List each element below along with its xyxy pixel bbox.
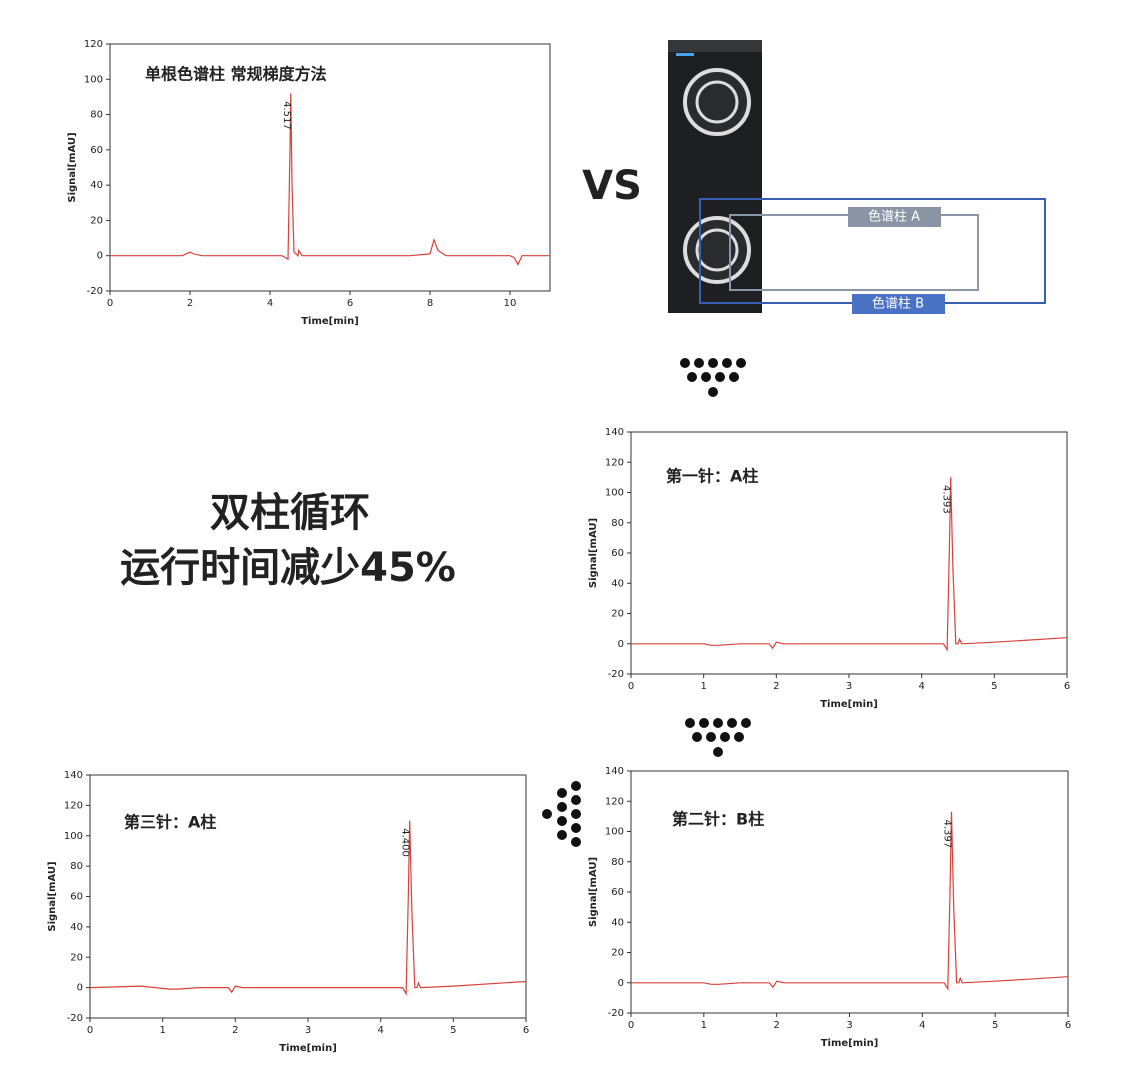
peak-label: 4.393 [941,485,952,514]
vs: VS [582,163,642,209]
y-tick-label: 60 [611,887,624,898]
x-tick-label: 4 [918,681,924,692]
y-tick-label: 20 [611,609,624,620]
instrument [668,40,762,313]
y-tick-label: 0 [618,978,624,989]
x-tick-label: 1 [701,1020,707,1031]
x-tick-label: 2 [187,298,193,309]
y-tick-label: 20 [70,952,83,963]
y-tick-label: 100 [64,831,83,842]
y-tick-label: 60 [90,145,103,156]
signal-line [631,811,1069,991]
y-tick-label: 60 [70,892,83,903]
y-tick-label: 0 [618,639,624,650]
y-tick-label: 60 [611,548,624,559]
y-tick-label: 40 [90,180,103,191]
y-tick-label: 100 [84,74,103,85]
peak-label: 4.400 [400,828,411,857]
x-tick-label: 2 [773,681,779,692]
y-tick-label: 0 [97,251,103,262]
headline: 双柱循环 [210,490,370,536]
x-tick-label: 6 [347,298,353,309]
y-tick-label: 40 [611,917,624,928]
x-tick-label: 2 [773,1020,779,1031]
y-tick-label: 20 [90,215,103,226]
y-tick-label: 120 [605,457,624,468]
y-tick-label: 100 [605,488,624,499]
y-axis-label: Signal[mAU] [588,857,599,927]
y-axis-label: Signal[mAU] [67,132,78,202]
x-axis-label: Time[min] [820,699,878,710]
y-tick-label: 80 [611,518,624,529]
headline: 运行时间减少45% [120,545,456,591]
signal-line [631,477,1068,652]
arrow [680,358,746,397]
x-tick-label: 0 [628,681,634,692]
x-tick-label: 5 [991,681,997,692]
y-tick-label: -20 [67,1013,83,1024]
chart-annotation: 单根色谱柱 常规梯度方法 [145,65,327,84]
y-tick-label: -20 [87,286,103,297]
x-tick-label: 5 [450,1025,456,1036]
column-label: 色谱柱 A [868,209,920,225]
y-tick-label: 120 [84,39,103,50]
x-tick-label: 6 [1065,1020,1071,1031]
column-label: 色谱柱 B [872,296,924,312]
arrow [685,718,751,757]
y-tick-label: 80 [90,110,103,121]
y-tick-label: 40 [611,578,624,589]
arrow [542,781,581,847]
y-tick-label: 80 [611,857,624,868]
x-axis-label: Time[min] [301,316,359,327]
label-box [852,294,945,314]
x-tick-label: 6 [1064,681,1070,692]
y-tick-label: 40 [70,922,83,933]
chart-annotation: 第二针：B柱 [672,810,764,829]
x-tick-label: 0 [107,298,113,309]
x-tick-label: 2 [232,1025,238,1036]
x-tick-label: 1 [159,1025,165,1036]
peak-label: 4.517 [281,101,292,130]
x-axis-label: Time[min] [821,1038,879,1049]
chart-annotation: 第三针：A柱 [124,813,216,832]
x-tick-label: 5 [992,1020,998,1031]
chart-annotation: 第一针：A柱 [666,467,758,486]
x-axis-label: Time[min] [279,1043,337,1054]
x-tick-label: 0 [87,1025,93,1036]
x-tick-label: 0 [628,1020,634,1031]
plot-frame [630,770,1069,1014]
x-tick-label: 4 [267,298,273,309]
plot-frame [109,43,551,292]
y-tick-label: 80 [70,861,83,872]
y-tick-label: 140 [605,427,624,438]
y-tick-label: 140 [605,766,624,777]
x-tick-label: 4 [919,1020,925,1031]
y-tick-label: -20 [608,669,624,680]
y-tick-label: 100 [605,827,624,838]
x-tick-label: 3 [846,681,852,692]
y-axis-label: Signal[mAU] [588,518,599,588]
peak-label: 4.397 [941,820,952,849]
y-tick-label: 120 [64,800,83,811]
y-tick-label: 0 [77,983,83,994]
x-tick-label: 8 [427,298,433,309]
x-tick-label: 1 [700,681,706,692]
x-tick-label: 10 [504,298,517,309]
x-tick-label: 4 [377,1025,383,1036]
y-tick-label: 20 [611,948,624,959]
x-tick-label: 3 [305,1025,311,1036]
y-tick-label: 140 [64,770,83,781]
plot-frame [89,774,527,1019]
y-axis-label: Signal[mAU] [47,861,58,931]
y-tick-label: -20 [608,1008,624,1019]
y-tick-label: 120 [605,796,624,807]
x-tick-label: 6 [523,1025,529,1036]
x-tick-label: 3 [846,1020,852,1031]
signal-line [110,93,550,266]
label-box [848,207,941,227]
signal-line [89,820,527,996]
